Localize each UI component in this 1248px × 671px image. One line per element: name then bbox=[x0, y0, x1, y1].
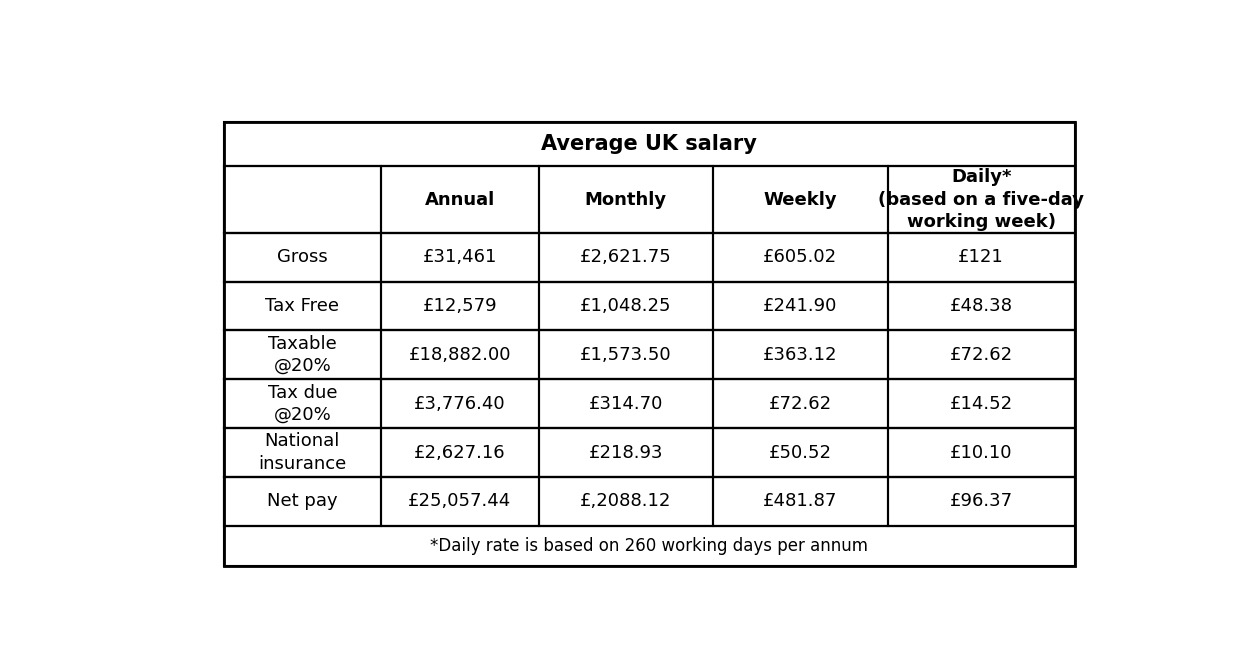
Bar bbox=[887, 330, 1075, 379]
Bar bbox=[713, 282, 887, 330]
Bar bbox=[223, 166, 381, 233]
Text: £3,776.40: £3,776.40 bbox=[414, 395, 505, 413]
Bar bbox=[381, 282, 539, 330]
Bar bbox=[713, 166, 887, 233]
Bar bbox=[381, 166, 539, 233]
Text: £72.62: £72.62 bbox=[769, 395, 832, 413]
Text: £50.52: £50.52 bbox=[769, 444, 832, 462]
Bar bbox=[539, 233, 713, 282]
Bar bbox=[887, 166, 1075, 233]
Bar bbox=[887, 379, 1075, 428]
Bar bbox=[381, 330, 539, 379]
Text: National
insurance: National insurance bbox=[258, 432, 347, 472]
Text: Tax due
@20%: Tax due @20% bbox=[267, 384, 337, 424]
Bar bbox=[223, 428, 1075, 477]
Bar bbox=[713, 233, 887, 282]
Text: Taxable
@20%: Taxable @20% bbox=[268, 335, 337, 375]
Bar bbox=[223, 166, 1075, 233]
Bar bbox=[713, 428, 887, 477]
Text: £218.93: £218.93 bbox=[589, 444, 663, 462]
Text: £48.38: £48.38 bbox=[950, 297, 1012, 315]
Text: £14.52: £14.52 bbox=[950, 395, 1013, 413]
Bar bbox=[223, 233, 1075, 282]
Bar bbox=[223, 233, 381, 282]
Bar bbox=[539, 379, 713, 428]
Bar bbox=[887, 233, 1075, 282]
Text: £2,627.16: £2,627.16 bbox=[414, 444, 505, 462]
Text: £,2088.12: £,2088.12 bbox=[580, 493, 671, 511]
Text: £481.87: £481.87 bbox=[764, 493, 837, 511]
Bar bbox=[381, 233, 539, 282]
Text: £363.12: £363.12 bbox=[763, 346, 837, 364]
Bar bbox=[381, 477, 539, 526]
Text: Tax Free: Tax Free bbox=[266, 297, 339, 315]
Text: Net pay: Net pay bbox=[267, 493, 338, 511]
Bar bbox=[223, 330, 1075, 379]
Bar bbox=[223, 282, 1075, 330]
Text: £31,461: £31,461 bbox=[423, 248, 497, 266]
Text: £12,579: £12,579 bbox=[423, 297, 497, 315]
Bar bbox=[223, 122, 1075, 166]
Bar bbox=[713, 379, 887, 428]
Bar bbox=[223, 477, 1075, 526]
Text: *Daily rate is based on 260 working days per annum: *Daily rate is based on 260 working days… bbox=[431, 537, 869, 555]
Text: £605.02: £605.02 bbox=[764, 248, 837, 266]
Text: £241.90: £241.90 bbox=[764, 297, 837, 315]
Bar bbox=[539, 477, 713, 526]
Bar bbox=[539, 166, 713, 233]
Text: £1,573.50: £1,573.50 bbox=[580, 346, 671, 364]
Text: Gross: Gross bbox=[277, 248, 328, 266]
Bar bbox=[223, 122, 1075, 566]
Bar bbox=[223, 428, 381, 477]
Text: Daily*
(based on a five-day
working week): Daily* (based on a five-day working week… bbox=[879, 168, 1085, 231]
Bar bbox=[381, 428, 539, 477]
Text: £2,621.75: £2,621.75 bbox=[580, 248, 671, 266]
Text: £10.10: £10.10 bbox=[950, 444, 1012, 462]
Text: £121: £121 bbox=[958, 248, 1005, 266]
Bar bbox=[223, 379, 381, 428]
Bar bbox=[223, 379, 1075, 428]
Bar bbox=[887, 282, 1075, 330]
Bar bbox=[223, 330, 381, 379]
Text: £72.62: £72.62 bbox=[950, 346, 1013, 364]
Bar bbox=[887, 477, 1075, 526]
Bar bbox=[539, 428, 713, 477]
Text: £25,057.44: £25,057.44 bbox=[408, 493, 512, 511]
Bar bbox=[887, 428, 1075, 477]
Bar bbox=[539, 330, 713, 379]
Text: Annual: Annual bbox=[424, 191, 495, 209]
Text: Weekly: Weekly bbox=[764, 191, 837, 209]
Text: Average UK salary: Average UK salary bbox=[542, 134, 758, 154]
Text: £1,048.25: £1,048.25 bbox=[580, 297, 671, 315]
Text: Monthly: Monthly bbox=[585, 191, 666, 209]
Bar bbox=[223, 477, 381, 526]
Bar bbox=[713, 330, 887, 379]
Bar bbox=[539, 282, 713, 330]
Text: £314.70: £314.70 bbox=[589, 395, 663, 413]
Bar bbox=[713, 477, 887, 526]
Text: £96.37: £96.37 bbox=[950, 493, 1013, 511]
Bar bbox=[223, 526, 1075, 566]
Text: £18,882.00: £18,882.00 bbox=[408, 346, 512, 364]
Bar bbox=[223, 282, 381, 330]
Bar bbox=[381, 379, 539, 428]
